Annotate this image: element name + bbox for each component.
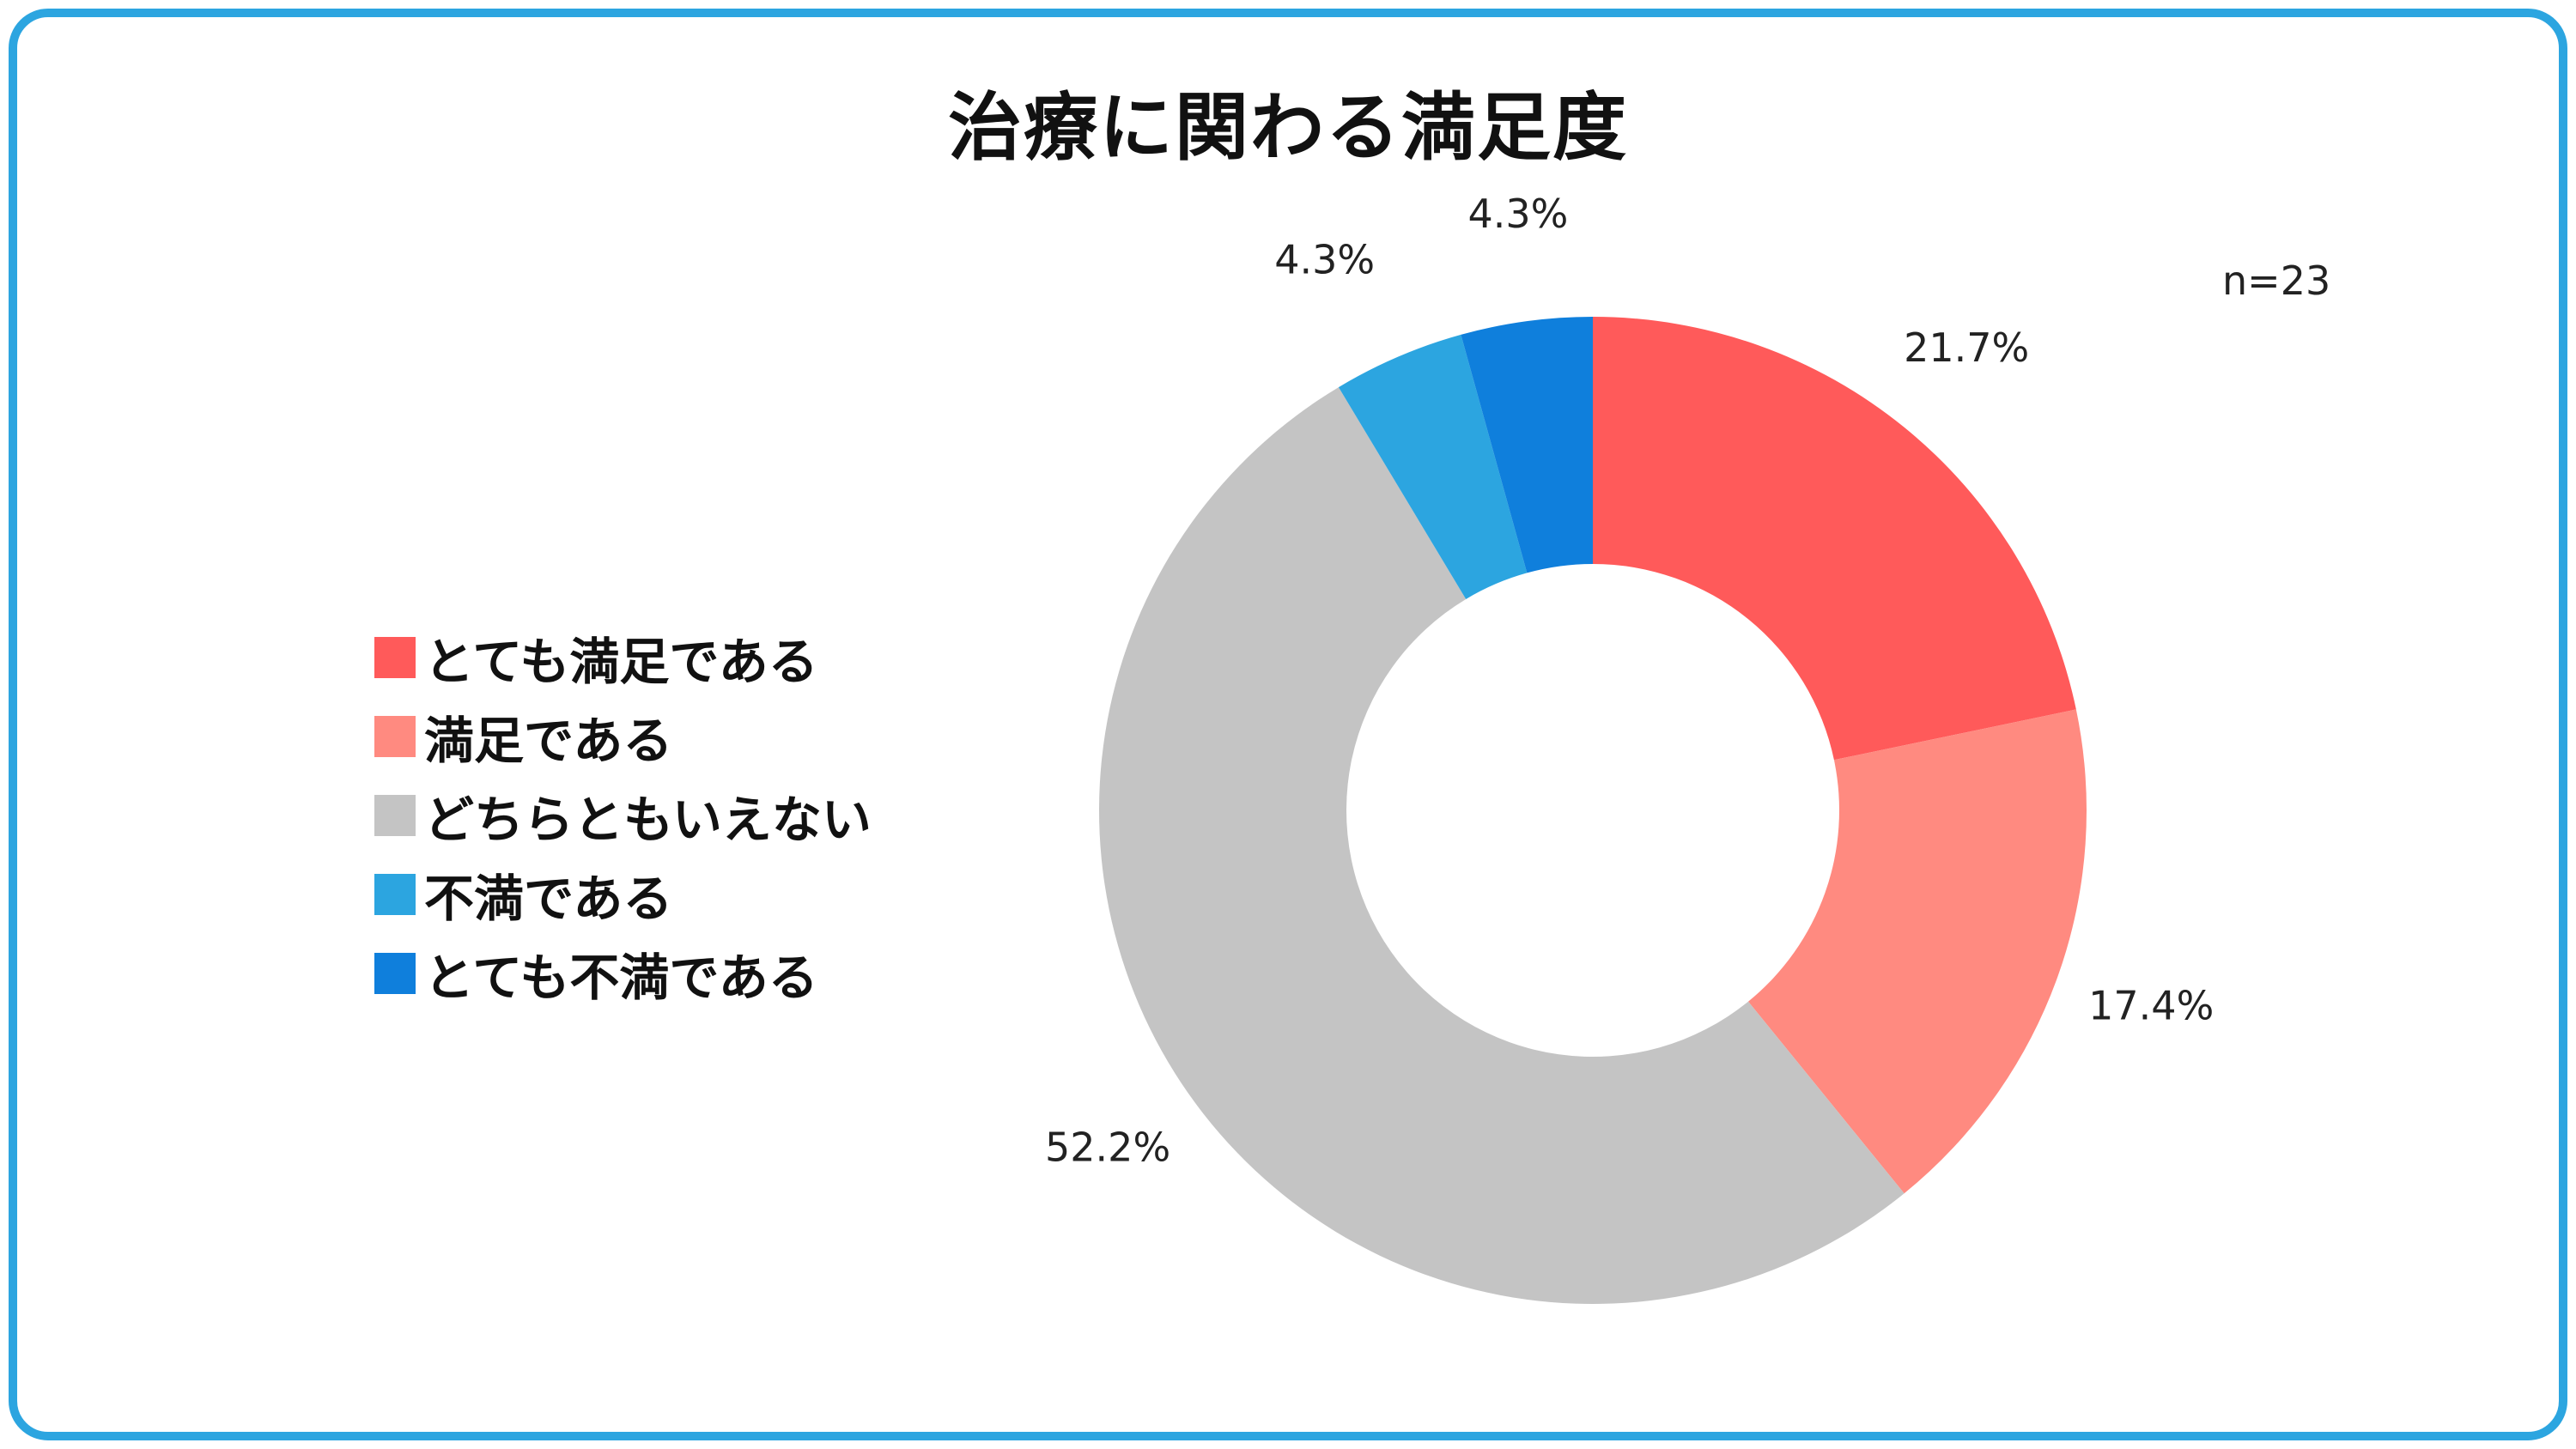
slice-label-dissatisfied: 4.3%: [1274, 237, 1375, 283]
legend-swatch: [374, 795, 416, 836]
legend-label: とても不満である: [424, 949, 818, 1007]
legend-item-very-dissatisfied: とても不満である: [374, 934, 872, 1013]
slice-dissatisfied: [1338, 334, 1528, 599]
legend-label: 満足である: [424, 712, 673, 770]
sample-size: n=23: [2222, 258, 2331, 304]
legend-swatch: [374, 953, 416, 994]
slice-labels: 21.7% 17.4% 52.2% 4.3% 4.3%: [1045, 191, 2214, 1171]
legend-item-very-satisfied: とても満足である: [374, 618, 872, 697]
legend-label: どちらともいえない: [424, 791, 872, 849]
slice-label-very-satisfied: 21.7%: [1904, 324, 2029, 371]
legend-swatch: [374, 637, 416, 678]
legend: とても満足である 満足である どちらともいえない 不満である とても不満である: [374, 618, 872, 1013]
legend-item-satisfied: 満足である: [374, 697, 872, 776]
legend-label: 不満である: [424, 870, 673, 928]
legend-item-dissatisfied: 不満である: [374, 855, 872, 934]
slice-label-neutral: 52.2%: [1045, 1125, 1170, 1171]
chart-title: 治療に関わる満足度: [948, 85, 1628, 171]
slice-neutral: [1099, 387, 1905, 1304]
legend-item-neutral: どちらともいえない: [374, 776, 872, 855]
slice-label-very-dissatisfied: 4.3%: [1468, 191, 1569, 237]
legend-label: とても満足である: [424, 633, 818, 691]
slice-very-dissatisfied: [1461, 317, 1593, 573]
legend-swatch: [374, 874, 416, 915]
slice-satisfied: [1748, 709, 2087, 1194]
slice-label-satisfied: 17.4%: [2088, 982, 2214, 1028]
slice-very-satisfied: [1593, 317, 2076, 761]
donut-slices: [1099, 317, 2087, 1304]
legend-swatch: [374, 716, 416, 757]
